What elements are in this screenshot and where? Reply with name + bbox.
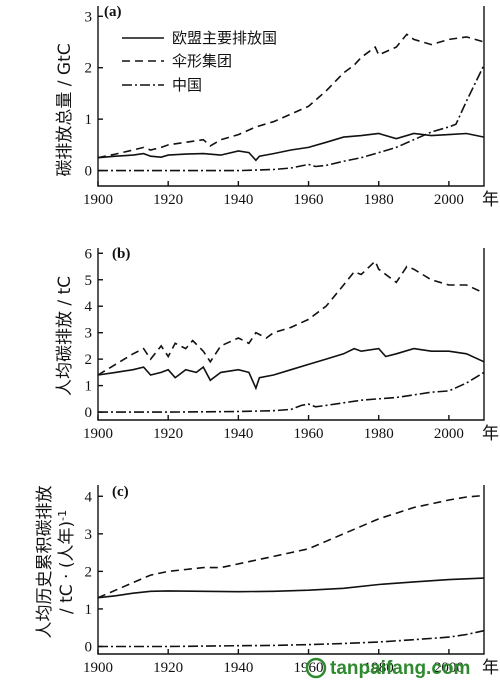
- legend: 欧盟主要排放国 伞形集团 中国: [122, 29, 277, 94]
- x-tick-label-c: 1980: [364, 660, 394, 676]
- y-axis-label-c: 人均历史累积碳排放: [35, 486, 55, 639]
- panel-c: (c) 人均历史累积碳排放 / tC · (人年)-1 0 1 2 3 4 1900 192…: [35, 484, 499, 678]
- y-axis-label-b: 人均碳排放 / tC: [55, 276, 75, 396]
- x-tick-label-a: 1900: [83, 192, 113, 208]
- y-tick-label-c: 1: [85, 602, 93, 618]
- y-tick-label-a: 0: [85, 164, 93, 180]
- series-line-umbrella-b: [97, 259, 485, 376]
- panel-b: (b) 人均碳排放 / tC 0 1 2 3 4 5 6 1900 1920 1940 1960 19…: [55, 246, 499, 444]
- series-line-umbrella-c: [97, 494, 485, 599]
- x-tick-label-c: 1920: [153, 660, 183, 676]
- axis-frame-a: [97, 6, 485, 187]
- y-tick-label-c: 4: [85, 489, 93, 505]
- y-tick-label-b: 4: [85, 299, 93, 315]
- y-tick-label-b: 2: [85, 352, 93, 368]
- x-tick-label-a: 2000: [434, 192, 464, 208]
- y-tick-label-a: 3: [85, 9, 93, 25]
- y-axis-unit-text: / tC · (人年): [57, 521, 77, 614]
- watermark-text: tanpaifang.com: [330, 658, 470, 679]
- y-tick-label-b: 1: [85, 379, 93, 395]
- x-tick-label-b: 2000: [434, 426, 464, 442]
- series-line-eu-b: [97, 347, 485, 391]
- y-tick-label-a: 2: [85, 61, 93, 77]
- y-tick-label-b: 5: [85, 273, 93, 289]
- y-axis-label-c-unit: / tC · (人年)-1: [56, 510, 77, 614]
- x-axis-unit-b: 年: [482, 424, 499, 444]
- y-tick-label-c: 2: [85, 564, 93, 580]
- y-tick-label-b: 6: [85, 246, 93, 262]
- x-tick-label-b: 1900: [83, 426, 113, 442]
- x-tick-label-a: 1920: [153, 192, 183, 208]
- x-axis-unit-c: 年: [482, 658, 499, 678]
- y-tick-label-a: 1: [85, 112, 93, 128]
- panel-label-b: (b): [112, 246, 130, 262]
- y-tick-label-b: 3: [85, 326, 93, 342]
- x-tick-label-b: 1940: [223, 426, 253, 442]
- watermark: tanpaifang.com: [305, 657, 470, 679]
- panel-a: (a) 碳排放总量 / GtC 欧盟主要排放国 伞形集团 中国 0 1 2 3 1900…: [55, 4, 499, 210]
- series-line-eu-c: [97, 577, 485, 599]
- x-axis-unit-a: 年: [482, 190, 499, 210]
- series-line-china-b: [98, 371, 485, 413]
- x-tick-label-a: 1940: [223, 192, 253, 208]
- series-line-china-c: [98, 629, 485, 648]
- panel-label-a: (a): [104, 4, 122, 20]
- series-line-umbrella-a: [97, 33, 485, 159]
- x-tick-label-a: 1960: [294, 192, 324, 208]
- y-tick-label-b: 0: [85, 405, 93, 421]
- panel-label-c: (c): [112, 484, 129, 500]
- y-tick-label-c: 3: [85, 527, 93, 543]
- x-tick-label-c: 1940: [223, 660, 253, 676]
- x-tick-label-c: 1960: [294, 660, 324, 676]
- x-tick-label-b: 1920: [153, 426, 183, 442]
- y-axis-unit-exponent: -1: [56, 510, 69, 521]
- legend-label-eu: 欧盟主要排放国: [172, 29, 277, 47]
- legend-label-umbrella: 伞形集团: [172, 52, 232, 70]
- x-tick-label-c: 2000: [434, 660, 464, 676]
- x-tick-label-c: 1900: [83, 660, 113, 676]
- x-tick-label-b: 1960: [294, 426, 324, 442]
- x-tick-label-b: 1980: [364, 426, 394, 442]
- series-line-eu-a: [97, 132, 485, 162]
- y-tick-label-c: 0: [85, 639, 93, 655]
- y-axis-label-a: 碳排放总量 / GtC: [55, 43, 75, 176]
- legend-label-china: 中国: [172, 76, 202, 94]
- watermark-leaf-icon: [305, 657, 327, 679]
- axis-frame-c: [97, 485, 485, 655]
- axis-frame-b: [97, 248, 485, 421]
- x-tick-label-a: 1980: [364, 192, 394, 208]
- series-line-china-a: [98, 64, 485, 172]
